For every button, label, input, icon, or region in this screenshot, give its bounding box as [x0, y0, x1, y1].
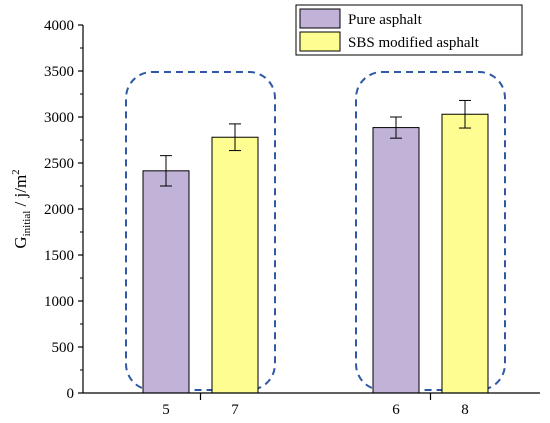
y-tick-label: 500	[52, 340, 75, 356]
group-outline	[355, 71, 506, 391]
bar	[211, 136, 259, 394]
y-tick-label: 2000	[44, 202, 74, 218]
y-tick-label: 1500	[44, 248, 74, 264]
bars	[142, 99, 489, 394]
legend: Pure asphalt SBS modified asphalt	[295, 4, 523, 56]
y-tick-label: 4000	[44, 18, 74, 34]
y-tick-label: 1000	[44, 294, 74, 310]
x-tick-label: 5	[162, 402, 170, 418]
legend-label-pure-asphalt: Pure asphalt	[348, 12, 423, 28]
x-tick-label: 6	[392, 402, 400, 418]
y-axis-title: Ginitial / j/m2	[10, 169, 33, 248]
y-tick-label: 2500	[44, 156, 74, 172]
x-ticks: 5 7 6 8	[162, 393, 469, 418]
y-tick-label: 0	[67, 386, 75, 402]
legend-swatch-pure-asphalt	[299, 8, 341, 29]
y-ticks: 0 500 1000 1500 2000 2500 3000 3500 4000	[44, 18, 83, 402]
x-tick-label: 7	[231, 402, 239, 418]
bar	[441, 113, 489, 394]
legend-swatch-sbs-modified-asphalt	[299, 31, 341, 52]
y-tick-label: 3000	[44, 110, 74, 126]
group-outline	[125, 71, 276, 391]
legend-label-sbs-modified-asphalt: SBS modified asphalt	[348, 35, 480, 51]
group-outlines	[125, 71, 506, 391]
bar	[372, 127, 420, 394]
y-tick-label: 3500	[44, 64, 74, 80]
bar	[142, 170, 190, 394]
x-tick-label: 8	[461, 402, 469, 418]
